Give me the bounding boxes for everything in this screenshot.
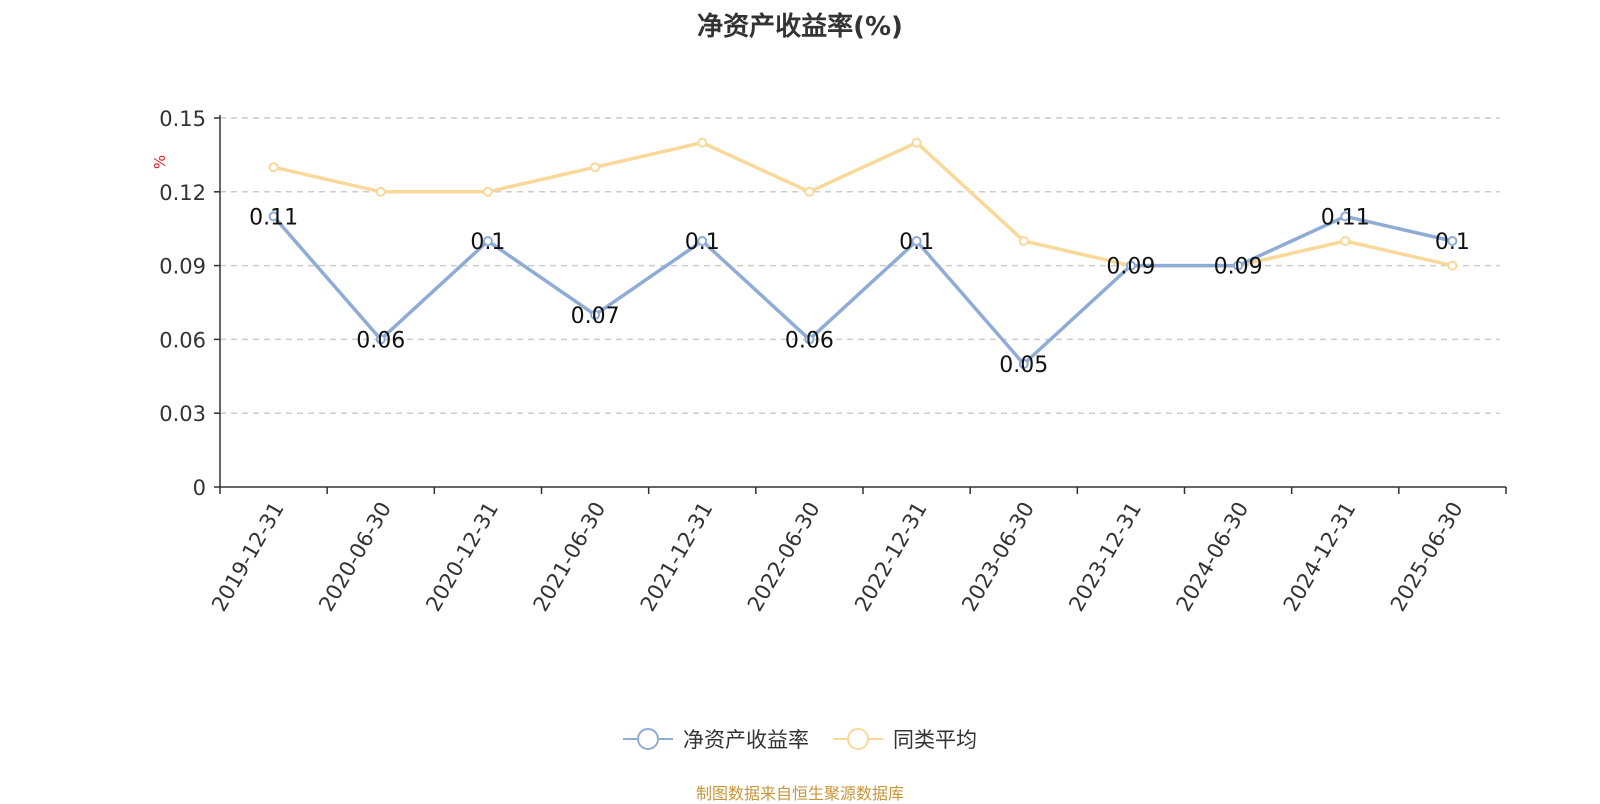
- y-tick-label: 0.03: [159, 402, 206, 426]
- legend-label-peer-average: 同类平均: [893, 728, 977, 752]
- y-tick-label: 0.15: [159, 107, 206, 131]
- data-point-peer-average[interactable]: [590, 162, 601, 173]
- y-tick-label: 0.09: [159, 255, 206, 279]
- data-label: 0.06: [785, 328, 834, 353]
- data-point-roe[interactable]: [590, 309, 601, 320]
- series-line-roe: [272, 214, 1453, 366]
- x-tick-label: 2021-12-31: [636, 498, 718, 616]
- data-label: 0.1: [899, 230, 934, 255]
- x-tick-label: 2022-12-31: [850, 498, 932, 616]
- x-tick-label: 2019-12-31: [207, 498, 289, 616]
- x-tick-label: 2023-12-31: [1064, 498, 1146, 616]
- grid-lines: [220, 117, 1500, 414]
- data-label: 0.05: [999, 353, 1048, 378]
- data-point-roe[interactable]: [911, 236, 922, 246]
- data-label: 0.07: [571, 304, 620, 329]
- data-point-roe[interactable]: [482, 236, 493, 246]
- data-point-roe[interactable]: [375, 334, 386, 345]
- data-point-roe[interactable]: [697, 236, 708, 246]
- data-point-peer-average[interactable]: [375, 186, 386, 197]
- legend-swatch-peer-average: [833, 728, 883, 750]
- data-label: 0.06: [356, 328, 405, 353]
- x-tick-label: 2024-06-30: [1172, 498, 1254, 616]
- y-axis-label: %: [151, 155, 169, 169]
- axes: 0 0.03 0.06 0.09 0.12 0.15 2019-12-31 2020-06-3…: [159, 107, 1507, 616]
- data-point-peer-average[interactable]: [804, 186, 815, 197]
- y-tick-label: 0.12: [159, 181, 206, 205]
- y-tick-label: 0: [193, 476, 206, 500]
- data-point-peer-average[interactable]: [268, 162, 279, 173]
- legend: 净资产收益率 同类平均: [0, 724, 1600, 754]
- x-tick-label: 2020-12-31: [421, 498, 503, 616]
- data-label: 0.1: [685, 230, 720, 255]
- data-point-peer-average[interactable]: [697, 137, 708, 148]
- data-point-roe[interactable]: [1233, 260, 1244, 271]
- source-note: 制图数据来自恒生聚源数据库: [695, 784, 904, 803]
- legend-label-roe: 净资产收益率: [683, 728, 809, 752]
- series-lines: [268, 137, 1458, 369]
- x-tick-label: 2022-06-30: [743, 498, 825, 616]
- data-label: 0.1: [1435, 230, 1470, 255]
- data-label: 0.09: [1106, 255, 1155, 280]
- x-tick-label: 2025-06-30: [1386, 498, 1468, 616]
- data-point-roe[interactable]: [1018, 359, 1029, 369]
- data-point-roe[interactable]: [804, 334, 815, 345]
- data-point-peer-average[interactable]: [1340, 236, 1351, 246]
- data-point-peer-average[interactable]: [482, 186, 493, 197]
- x-tick-label: 2024-12-31: [1279, 498, 1361, 616]
- data-point-roe[interactable]: [268, 211, 279, 222]
- data-point-roe[interactable]: [1447, 236, 1458, 246]
- data-label: 0.11: [249, 205, 298, 230]
- x-tick-label: 2020-06-30: [314, 498, 396, 616]
- data-label: 0.1: [470, 230, 505, 255]
- data-point-peer-average[interactable]: [911, 137, 922, 148]
- data-point-roe[interactable]: [1340, 211, 1351, 222]
- data-label: 0.11: [1321, 205, 1370, 230]
- data-point-roe[interactable]: [1125, 260, 1136, 271]
- legend-item-peer-average[interactable]: 同类平均: [833, 724, 977, 754]
- data-label: 0.09: [1214, 255, 1263, 280]
- data-point-peer-average[interactable]: [1018, 236, 1029, 246]
- series-line-peer-average: [273, 140, 1453, 268]
- x-tick-label: 2023-06-30: [957, 498, 1039, 616]
- legend-swatch-roe: [623, 728, 673, 750]
- data-labels: 0.11 0.06 0.1 0.07 0.1 0.06 0.1 0.05 0.09 0.09 0.1…: [249, 205, 1470, 378]
- data-point-peer-average[interactable]: [1447, 260, 1458, 271]
- y-tick-label: 0.06: [159, 328, 206, 352]
- x-tick-label: 2021-06-30: [529, 498, 611, 616]
- chart-title: 净资产收益率(%): [697, 12, 903, 42]
- legend-item-roe[interactable]: 净资产收益率: [623, 724, 809, 754]
